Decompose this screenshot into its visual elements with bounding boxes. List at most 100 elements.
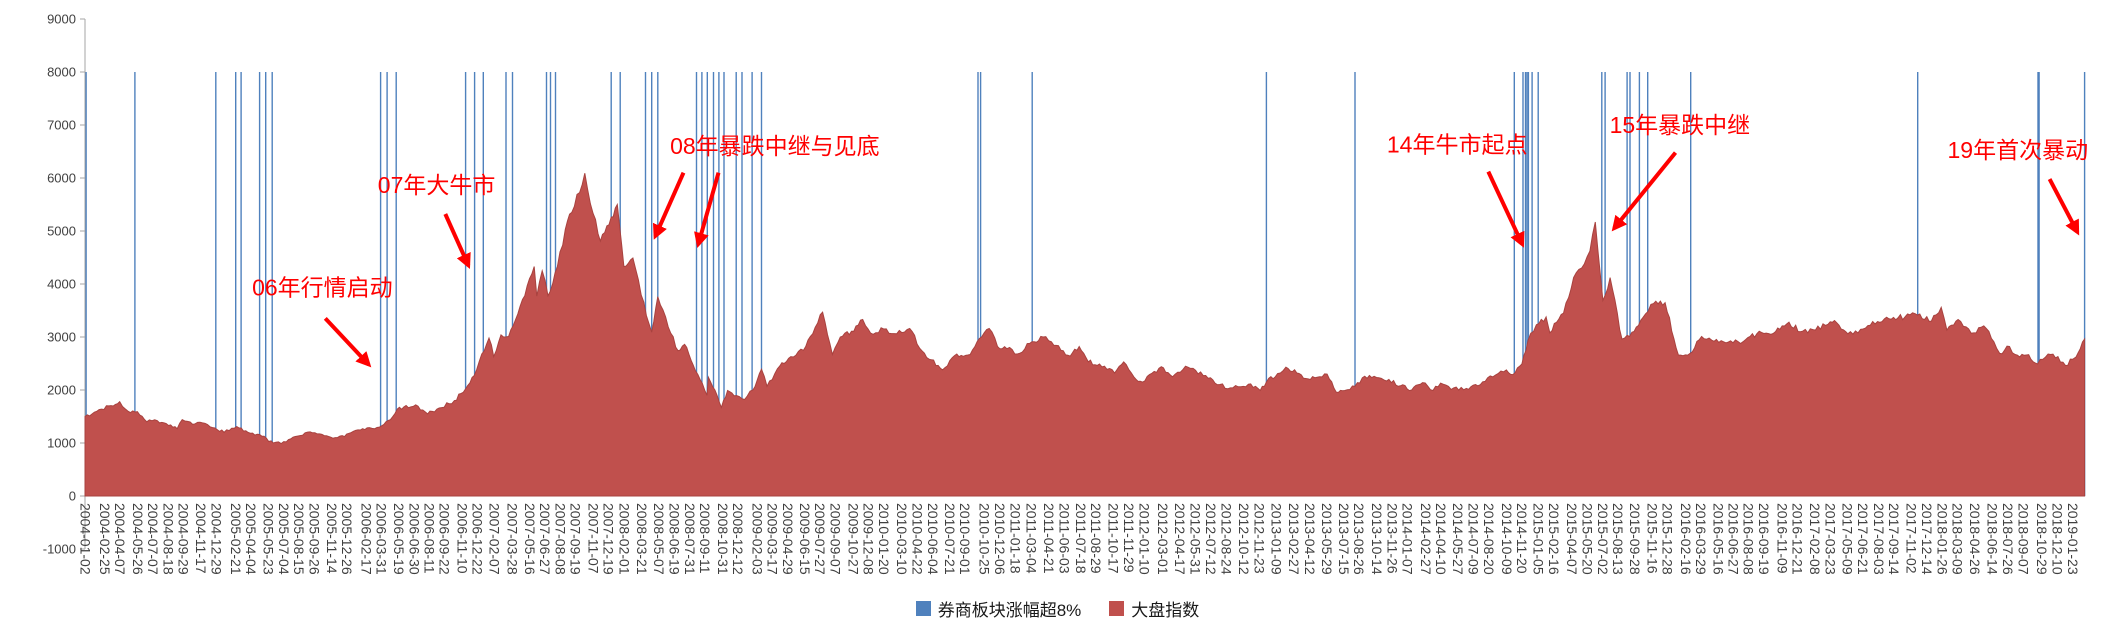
x-axis-label: 2014-02-27 (1418, 503, 1434, 575)
x-axis-label: 2017-11-02 (1904, 503, 1920, 574)
x-axis-label: 2004-01-02 (78, 503, 94, 575)
chart-legend: 券商板块涨幅超8% 大盘指数 (0, 596, 2115, 621)
x-axis-label: 2016-05-16 (1710, 503, 1726, 575)
x-axis-label: 2011-01-18 (1007, 503, 1023, 574)
legend-item-index: 大盘指数 (1109, 596, 1199, 621)
x-axis-label: 2014-05-27 (1450, 503, 1466, 575)
annotation-text: 14年牛市起点 (1387, 132, 1528, 158)
x-axis-label: 2015-11-16 (1645, 503, 1661, 574)
x-axis-label: 2007-12-19 (600, 503, 616, 575)
x-axis-label: 2017-08-03 (1871, 503, 1887, 575)
x-axis-label: 2018-07-26 (2000, 503, 2016, 575)
x-axis-label: 2005-08-15 (291, 503, 307, 575)
x-axis-label: 2013-10-14 (1369, 503, 1385, 575)
x-axis-label: 2011-04-21 (1041, 503, 1057, 574)
x-axis-label: 2007-05-16 (522, 503, 538, 575)
y-axis-label: 4000 (47, 277, 76, 292)
legend-item-brokerage: 券商板块涨幅超8% (915, 596, 1081, 621)
y-axis-label: 1000 (47, 436, 76, 451)
x-axis-label: 2018-01-26 (1934, 503, 1950, 575)
legend-label-index: 大盘指数 (1131, 601, 1200, 620)
x-axis-label: 2005-09-26 (306, 503, 322, 575)
x-axis-label: 2010-03-10 (894, 503, 910, 575)
x-axis-label: 2011-08-29 (1088, 503, 1104, 574)
x-axis-label: 2006-03-31 (374, 503, 390, 575)
x-axis-label: 2005-05-23 (261, 503, 277, 575)
x-axis-label: 2015-12-28 (1660, 503, 1676, 575)
x-axis-label: 2010-10-25 (977, 503, 993, 575)
x-axis-label: 2018-09-07 (2015, 503, 2031, 575)
legend-swatch-brokerage-icon (915, 601, 931, 616)
x-axis-label: 2014-07-09 (1466, 503, 1482, 575)
x-axis-label: 2018-12-10 (2049, 503, 2065, 575)
annotation-arrow (694, 172, 721, 248)
x-axis-label: 2010-01-20 (876, 503, 892, 575)
legend-swatch-index-icon (1109, 601, 1125, 616)
x-axis-label: 2018-06-14 (1985, 503, 2001, 575)
x-axis-label: 2015-02-16 (1546, 503, 1562, 575)
y-axis-label: 5000 (47, 224, 76, 239)
x-axis-label: 2007-08-08 (552, 503, 568, 575)
x-axis-label: 2005-07-04 (276, 503, 292, 575)
x-axis-label: 2008-02-01 (616, 503, 632, 575)
y-axis-label: 7000 (47, 118, 76, 133)
x-axis-label: 2011-06-03 (1057, 503, 1073, 574)
x-axis-label: 2017-12-14 (1919, 503, 1935, 575)
y-axis-label: 6000 (47, 171, 76, 186)
x-axis-label: 2012-03-01 (1155, 503, 1171, 575)
x-axis-label: 2008-10-31 (715, 503, 731, 575)
x-axis-label: 2005-04-04 (243, 503, 259, 575)
x-axis-label: 2006-09-22 (437, 503, 453, 575)
x-axis-label: 2014-08-20 (1481, 503, 1497, 575)
x-axis-label: 2019-01-23 (2065, 503, 2081, 575)
x-axis-label: 2016-03-29 (1693, 503, 1709, 575)
x-axis-label: 2006-11-10 (454, 503, 470, 574)
x-axis-label: 2012-11-23 (1251, 503, 1267, 574)
x-axis-label: 2007-02-07 (487, 503, 503, 575)
x-axis-label: 2009-04-29 (780, 503, 796, 575)
x-axis-label: 2008-09-11 (697, 503, 713, 574)
x-axis-label: 2015-08-13 (1610, 503, 1626, 575)
x-axis-label: 2012-07-12 (1203, 503, 1219, 575)
x-axis-label: 2010-07-21 (942, 503, 958, 575)
y-axis-label: -1000 (43, 542, 76, 557)
x-axis-label: 2007-03-28 (504, 503, 520, 575)
annotation-arrow (2047, 178, 2080, 236)
x-axis-label: 2016-06-27 (1726, 503, 1742, 575)
x-axis-label: 2006-08-11 (422, 503, 438, 574)
x-axis-label: 2016-09-19 (1756, 503, 1772, 575)
x-axis-label: 2014-04-10 (1433, 503, 1449, 575)
x-axis-label: 2009-10-27 (846, 503, 862, 575)
x-axis-label: 2009-03-17 (765, 503, 781, 575)
x-axis-label: 2006-02-17 (358, 503, 374, 575)
x-axis-label: 2004-11-17 (193, 503, 209, 574)
annotation-text: 07年大牛市 (378, 172, 496, 198)
y-axis-label: 0 (69, 489, 76, 504)
x-axis-label: 2015-01-05 (1531, 503, 1547, 575)
x-axis-label: 2013-02-27 (1286, 503, 1302, 575)
annotation-arrow (652, 171, 686, 240)
x-axis-label: 2011-03-04 (1024, 503, 1040, 574)
x-axis-label: 2004-09-29 (175, 503, 191, 575)
x-axis-label: 2008-07-31 (682, 503, 698, 575)
x-axis-label: 2015-04-07 (1564, 503, 1580, 575)
x-axis-label: 2016-12-21 (1790, 503, 1806, 575)
x-axis-label: 2017-06-21 (1855, 503, 1871, 575)
y-axis-label: 8000 (47, 65, 76, 80)
x-axis-label: 2010-12-06 (992, 503, 1008, 575)
x-axis-label: 2017-09-14 (1886, 503, 1902, 575)
x-axis-label: 2005-12-26 (339, 503, 355, 575)
x-axis-label: 2017-02-08 (1807, 503, 1823, 575)
x-axis-label: 2009-07-27 (812, 503, 828, 575)
x-axis-label: 2016-08-08 (1741, 503, 1757, 575)
x-axis-label: 2013-07-15 (1336, 503, 1352, 575)
x-axis-label: 2004-05-26 (130, 503, 146, 575)
x-axis-label: 2010-06-04 (925, 503, 941, 575)
x-axis-label: 2015-05-20 (1580, 503, 1596, 575)
annotation-text: 08年暴跌中继与见底 (670, 133, 880, 159)
x-axis-label: 2004-08-18 (160, 503, 176, 575)
x-axis-label: 2008-06-19 (667, 503, 683, 575)
x-axis-label: 2018-04-26 (1967, 503, 1983, 575)
x-axis-label: 2007-06-27 (537, 503, 553, 575)
